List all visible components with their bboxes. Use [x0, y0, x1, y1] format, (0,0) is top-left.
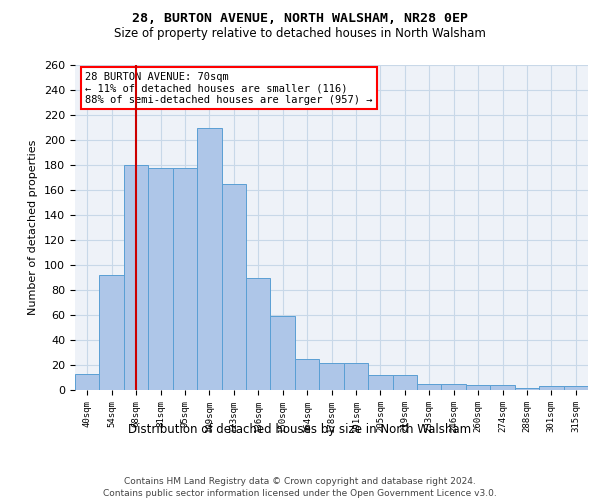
Bar: [221, 184, 246, 390]
Text: Contains public sector information licensed under the Open Government Licence v3: Contains public sector information licen…: [103, 489, 497, 498]
Bar: [442, 384, 466, 390]
Bar: [490, 385, 515, 390]
Text: Size of property relative to detached houses in North Walsham: Size of property relative to detached ho…: [114, 28, 486, 40]
Y-axis label: Number of detached properties: Number of detached properties: [28, 140, 38, 315]
Bar: [563, 386, 588, 390]
Bar: [100, 275, 124, 390]
Text: 28, BURTON AVENUE, NORTH WALSHAM, NR28 0EP: 28, BURTON AVENUE, NORTH WALSHAM, NR28 0…: [132, 12, 468, 26]
Bar: [368, 375, 392, 390]
Bar: [246, 278, 271, 390]
Bar: [515, 388, 539, 390]
Bar: [392, 375, 417, 390]
Bar: [124, 165, 148, 390]
Bar: [197, 128, 221, 390]
Bar: [539, 386, 563, 390]
Bar: [173, 168, 197, 390]
Bar: [417, 384, 442, 390]
Bar: [319, 362, 344, 390]
Text: 28 BURTON AVENUE: 70sqm
← 11% of detached houses are smaller (116)
88% of semi-d: 28 BURTON AVENUE: 70sqm ← 11% of detache…: [85, 72, 373, 104]
Bar: [295, 359, 319, 390]
Text: Contains HM Land Registry data © Crown copyright and database right 2024.: Contains HM Land Registry data © Crown c…: [124, 478, 476, 486]
Bar: [271, 316, 295, 390]
Bar: [75, 374, 100, 390]
Bar: [344, 362, 368, 390]
Text: Distribution of detached houses by size in North Walsham: Distribution of detached houses by size …: [128, 422, 472, 436]
Bar: [466, 385, 490, 390]
Bar: [148, 168, 173, 390]
